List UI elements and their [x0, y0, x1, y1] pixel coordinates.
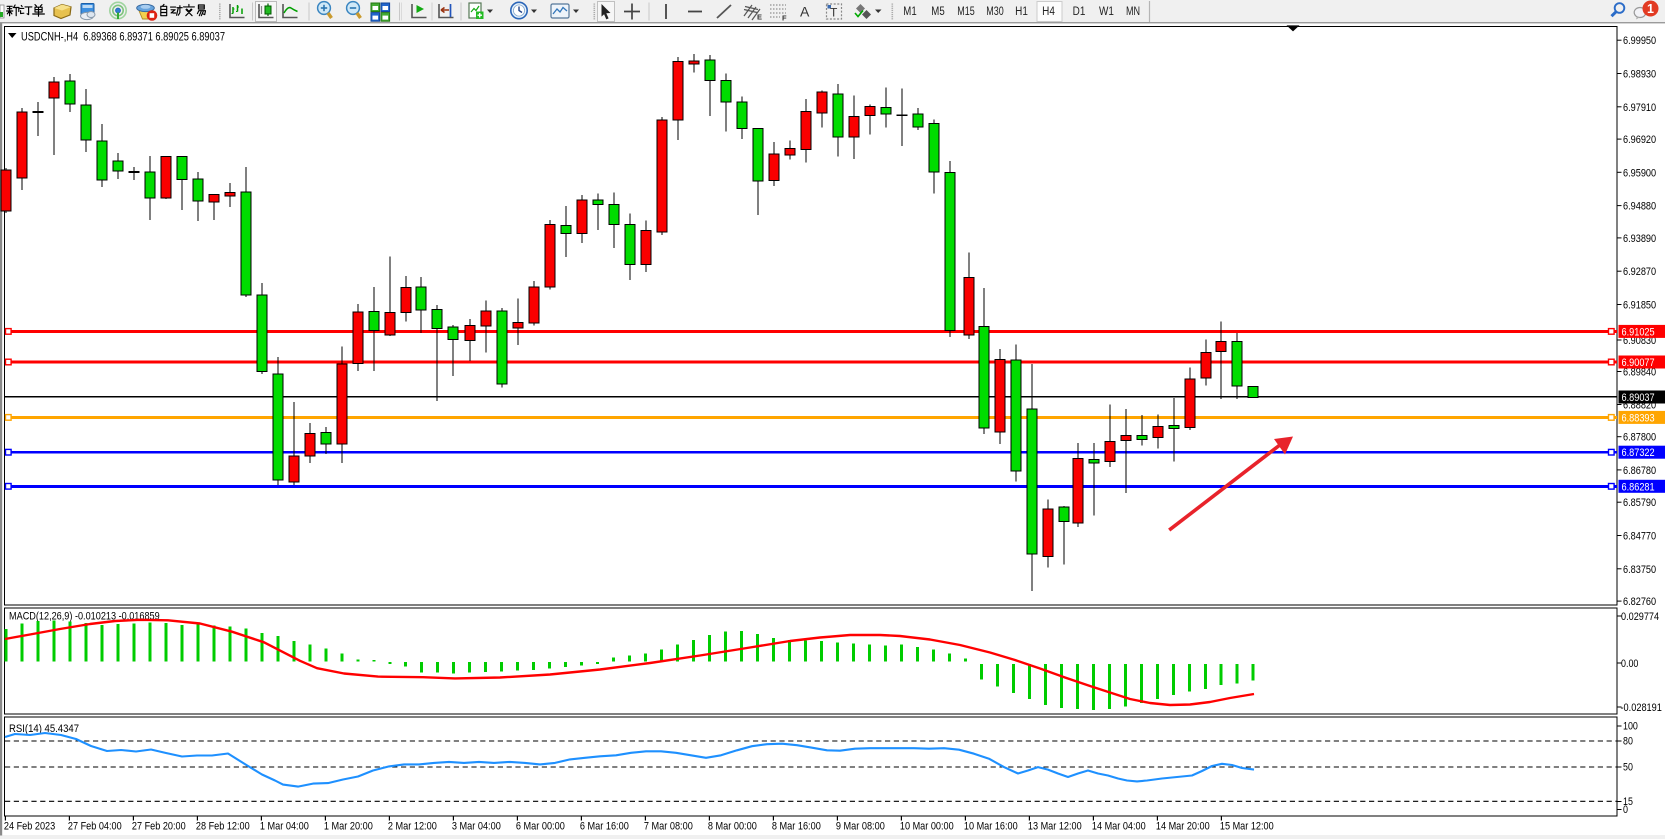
- svg-text:-0.028191: -0.028191: [1621, 702, 1662, 714]
- svg-text:M30: M30: [986, 6, 1003, 18]
- svg-text:H4: H4: [1042, 6, 1055, 18]
- svg-text:7 Mar 08:00: 7 Mar 08:00: [644, 821, 693, 833]
- svg-text:6.91850: 6.91850: [1623, 300, 1656, 312]
- svg-text:F: F: [782, 14, 787, 23]
- svg-text:8 Mar 16:00: 8 Mar 16:00: [772, 821, 821, 833]
- svg-text:80: 80: [1623, 736, 1633, 748]
- svg-text:6.93890: 6.93890: [1623, 233, 1656, 245]
- svg-text:6.86780: 6.86780: [1623, 465, 1656, 477]
- svg-text:6.90077: 6.90077: [1622, 357, 1655, 369]
- svg-text:3 Mar 04:00: 3 Mar 04:00: [452, 821, 501, 833]
- svg-text:H1: H1: [1015, 6, 1028, 18]
- svg-text:14 Mar 04:00: 14 Mar 04:00: [1092, 821, 1146, 833]
- svg-text:T: T: [830, 6, 838, 20]
- svg-text:24 Feb 2023: 24 Feb 2023: [4, 821, 55, 833]
- svg-text:1: 1: [1647, 2, 1654, 16]
- svg-text:6.98930: 6.98930: [1623, 69, 1656, 81]
- svg-text:6.92870: 6.92870: [1623, 266, 1656, 278]
- svg-text:A: A: [800, 4, 810, 20]
- svg-text:28 Feb 12:00: 28 Feb 12:00: [196, 821, 250, 833]
- svg-text:6.85790: 6.85790: [1623, 497, 1656, 509]
- svg-text:6.90830: 6.90830: [1623, 335, 1656, 347]
- svg-text:14 Mar 20:00: 14 Mar 20:00: [1156, 821, 1210, 833]
- svg-text:6.96920: 6.96920: [1623, 134, 1656, 146]
- svg-text:6.84770: 6.84770: [1623, 531, 1656, 543]
- svg-text:RSI(14) 45.4347: RSI(14) 45.4347: [9, 723, 79, 735]
- svg-text:15: 15: [1623, 796, 1633, 808]
- svg-text:6.89840: 6.89840: [1623, 367, 1656, 379]
- svg-text:M15: M15: [957, 6, 974, 18]
- svg-text:6.97910: 6.97910: [1623, 102, 1656, 114]
- svg-text:6.94880: 6.94880: [1623, 201, 1656, 213]
- svg-text:6 Mar 00:00: 6 Mar 00:00: [516, 821, 565, 833]
- svg-text:15 Mar 12:00: 15 Mar 12:00: [1220, 821, 1274, 833]
- svg-text:MN: MN: [1126, 6, 1140, 18]
- svg-text:27 Feb 04:00: 27 Feb 04:00: [68, 821, 122, 833]
- svg-text:6.87322: 6.87322: [1622, 447, 1655, 459]
- svg-text:1 Mar 04:00: 1 Mar 04:00: [260, 821, 309, 833]
- svg-text:6.86281: 6.86281: [1622, 481, 1655, 493]
- svg-text:10 Mar 16:00: 10 Mar 16:00: [964, 821, 1018, 833]
- svg-text:6 Mar 16:00: 6 Mar 16:00: [580, 821, 629, 833]
- svg-text:D1: D1: [1073, 6, 1086, 18]
- svg-text:6.99950: 6.99950: [1623, 35, 1656, 47]
- svg-text:50: 50: [1623, 762, 1633, 774]
- svg-text:100: 100: [1623, 721, 1638, 733]
- svg-text:6.89037: 6.89037: [1622, 392, 1655, 404]
- svg-text:E: E: [757, 13, 762, 22]
- svg-text:13 Mar 12:00: 13 Mar 12:00: [1028, 821, 1082, 833]
- svg-text:27 Feb 20:00: 27 Feb 20:00: [132, 821, 186, 833]
- svg-text:USDCNH-,H4 6.89368 6.89371 6.: USDCNH-,H4 6.89368 6.89371 6.89025 6.890…: [21, 32, 225, 44]
- svg-text:6.91025: 6.91025: [1622, 326, 1655, 338]
- svg-text:M1: M1: [903, 6, 916, 18]
- svg-text:9 Mar 08:00: 9 Mar 08:00: [836, 821, 885, 833]
- svg-text:6.88393: 6.88393: [1622, 412, 1655, 424]
- svg-text:6.87800: 6.87800: [1623, 432, 1656, 444]
- svg-text:M5: M5: [931, 6, 944, 18]
- svg-text:6.83750: 6.83750: [1623, 564, 1656, 576]
- svg-text:0.00: 0.00: [1621, 658, 1638, 670]
- svg-text:6.95900: 6.95900: [1623, 167, 1656, 179]
- svg-text:0.029774: 0.029774: [1621, 611, 1659, 623]
- svg-text:0: 0: [1623, 804, 1628, 816]
- svg-text:1 Mar 20:00: 1 Mar 20:00: [324, 821, 373, 833]
- svg-text:2 Mar 12:00: 2 Mar 12:00: [388, 821, 437, 833]
- svg-text:8 Mar 00:00: 8 Mar 00:00: [708, 821, 757, 833]
- svg-text:6.82760: 6.82760: [1623, 596, 1656, 608]
- svg-text:10 Mar 00:00: 10 Mar 00:00: [900, 821, 954, 833]
- svg-text:W1: W1: [1099, 6, 1114, 18]
